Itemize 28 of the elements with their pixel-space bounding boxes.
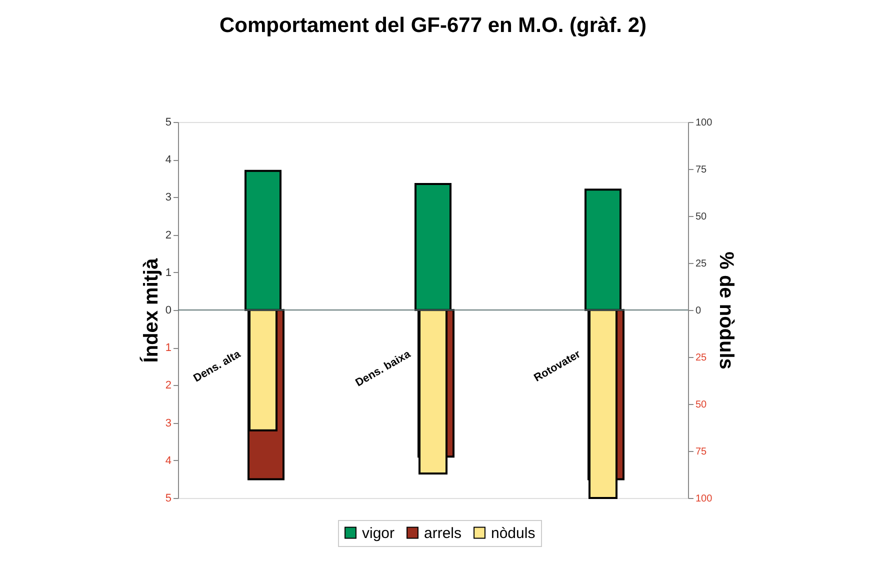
y2-tick-label: 0 — [696, 306, 702, 316]
x-tick-label: Dens. baixa — [354, 348, 414, 390]
y-tick-label: 3 — [165, 192, 172, 204]
legend-label: vigor — [362, 524, 395, 542]
y-tick-label: 0 — [165, 304, 172, 316]
y2-axis-title: % de nòduls — [715, 252, 738, 370]
x-tick-label: Dens. alta — [192, 348, 244, 385]
y2-tick-label: 75 — [696, 446, 708, 458]
y-tick-label: 1 — [165, 342, 172, 354]
y-tick-label: 2 — [165, 229, 172, 242]
y2-tick-label: 100 — [696, 118, 713, 128]
y-tick-label: 4 — [165, 454, 172, 467]
chart-title: Comportament del GF-677 en M.O. (gràf. 2) — [219, 14, 647, 37]
y2-tick-label: 25 — [696, 352, 708, 364]
y2-tick-label: 100 — [696, 494, 713, 504]
y2-tick-label: 75 — [696, 164, 708, 176]
legend-label: nòduls — [491, 524, 536, 542]
y-tick-label: 1 — [165, 266, 172, 279]
y-tick-label: 5 — [165, 116, 172, 128]
y-tick-label: 5 — [165, 492, 172, 504]
y2-tick-label: 25 — [696, 258, 708, 270]
y2-tick-label: 50 — [696, 400, 708, 410]
y2-tick-label: 50 — [696, 212, 708, 222]
y-tick-label: 4 — [165, 154, 172, 166]
legend-label: arrels — [424, 524, 462, 542]
y-tick-label: 2 — [165, 380, 172, 392]
y-axis-title: Índex mitjà — [139, 257, 162, 363]
y-tick-label: 3 — [165, 417, 172, 430]
